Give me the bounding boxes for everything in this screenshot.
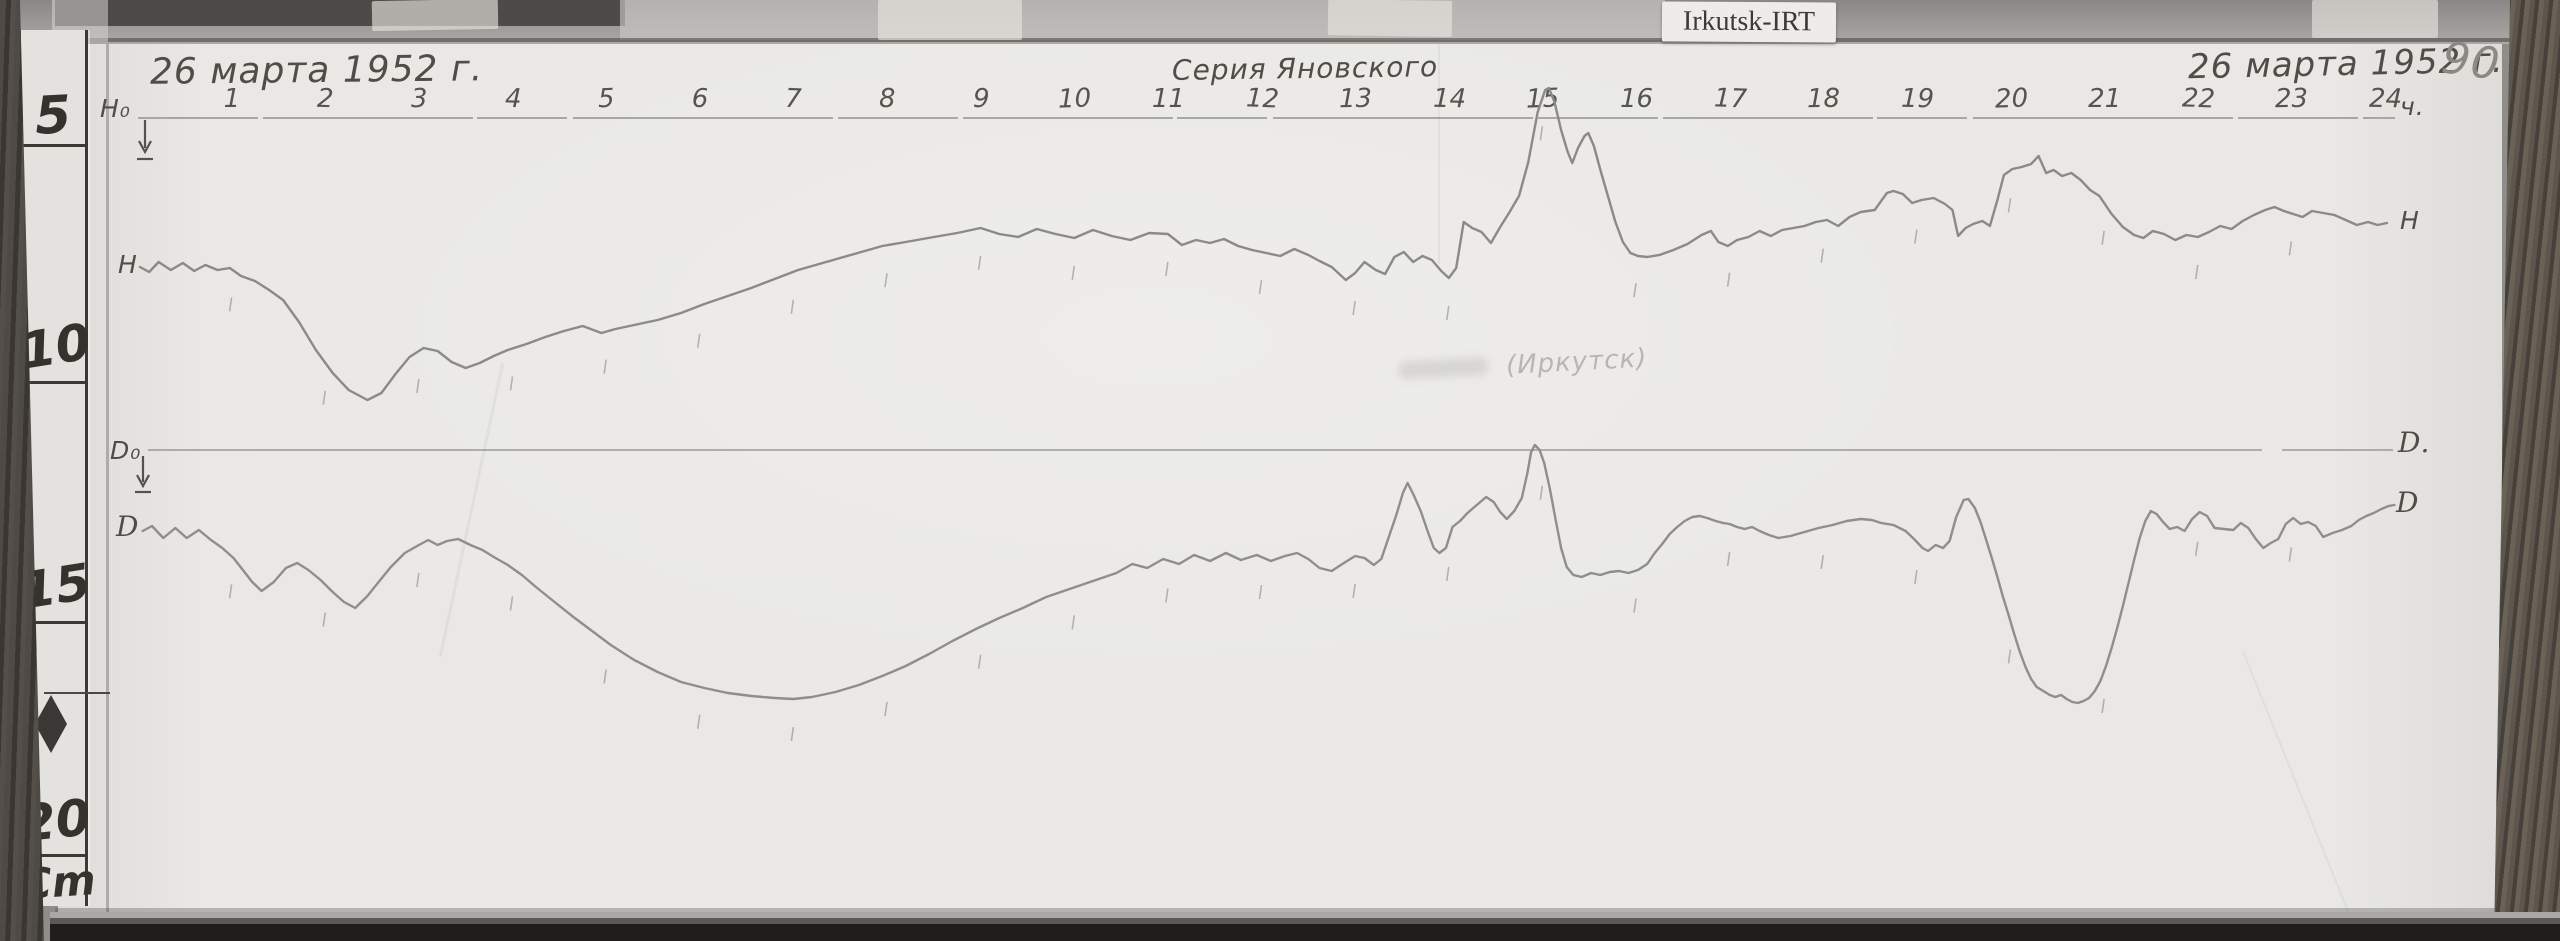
hour-mark-dash (2007, 198, 2012, 213)
hour-mark-dash (1165, 588, 1169, 603)
hour-mark-dash (228, 297, 233, 312)
ruler-mark-line-20 (21, 854, 85, 857)
hour-mark-dash (1726, 551, 1731, 567)
hour-mark-dash (1352, 583, 1356, 599)
hour-mark-dash (1914, 229, 1918, 244)
h-trace-left-label: H (118, 250, 138, 279)
hour-mark-dash (2194, 264, 2199, 280)
hour-mark-dash (1445, 566, 1450, 582)
hour-mark-dash (1539, 485, 1544, 500)
hour-mark-dash (1820, 554, 1825, 570)
hour-mark-dash (416, 572, 420, 588)
d-baseline-label: D₀ (110, 436, 142, 465)
hour-mark-dash (509, 596, 514, 611)
hour-tick-label: 21 (2088, 84, 2122, 114)
hour-mark-dash (884, 701, 888, 717)
hour-mark-dash (1071, 265, 1076, 281)
hour-mark-dash (1820, 248, 1825, 263)
hour-mark-dash (977, 654, 982, 669)
hour-mark-dash (2007, 649, 2012, 664)
hour-mark-dash (322, 612, 327, 627)
shelf-bottom-edge (50, 912, 2560, 941)
hourly-time-marks (228, 126, 2293, 742)
hour-tick-label: 6 (691, 84, 709, 114)
hour-mark-dash (1633, 283, 1637, 298)
hour-tick-label: 11 (1151, 84, 1185, 114)
hour-mark-dash (2288, 547, 2293, 562)
hour-mark-dash (228, 584, 233, 599)
d-trace-left-label: D (116, 510, 140, 543)
hour-mark-dash (977, 255, 982, 271)
hour-mark-dash (696, 714, 701, 729)
tape-piece (878, 0, 1022, 40)
hour-mark-dash (696, 333, 701, 348)
shelf-top-edge: Irkutsk-IRT (0, 0, 2560, 44)
ruler-mark-line-10 (21, 381, 85, 384)
ruler-mark-line-5 (21, 144, 85, 147)
hour-mark-dash (509, 376, 514, 391)
hour-mark-dash (1726, 272, 1731, 287)
hour-tick-label: 1 (223, 84, 241, 114)
hour-mark-dash (1258, 584, 1263, 600)
hours-unit-label: ч. (2400, 92, 2425, 121)
hour-mark-dash (1445, 305, 1450, 321)
paper-left-edge (106, 28, 109, 912)
hour-mark-dash (884, 273, 888, 288)
ruler-mark-line-15 (21, 621, 85, 624)
hour-mark-dash (2101, 230, 2105, 246)
d-baseline-right-label: D. (2398, 426, 2431, 459)
paper-bottom-shadow (55, 908, 2505, 913)
h-baseline-arrow (137, 120, 153, 161)
hour-mark-dash (603, 359, 607, 374)
hour-mark-dash (1914, 569, 1918, 585)
hour-mark-dash (2288, 241, 2293, 256)
ruler-diamond-pointer-line (44, 692, 110, 694)
h-component-trace (138, 86, 2389, 402)
hour-mark-dash (322, 390, 327, 405)
hour-mark-dash (790, 299, 795, 314)
tape-piece (2312, 0, 2438, 38)
h-baseline-label: H₀ (100, 94, 131, 123)
hour-mark-dash (790, 726, 795, 742)
hour-mark-dash (1539, 126, 1544, 141)
ruler-number-5: 5 (33, 85, 73, 147)
h-trace-right-label: H (2400, 206, 2420, 235)
magnetogram-paper (58, 28, 2502, 912)
hour-mark-dash (1258, 279, 1263, 295)
hour-tick-label: 16 (1620, 84, 1654, 114)
hour-mark-dash (1633, 598, 1637, 613)
hour-mark-dash (603, 669, 607, 684)
shelf-light-segment (620, 0, 1665, 40)
hour-mark-dash (416, 378, 420, 394)
hour-mark-dash (1165, 261, 1169, 277)
d-baseline-arrow (135, 456, 151, 494)
hour-mark-dash (2194, 541, 2199, 556)
ruler-diamond-marker (35, 695, 67, 753)
hour-mark-dash (1352, 300, 1356, 316)
shelf-seam (0, 38, 2560, 42)
hour-mark-dash (1071, 615, 1076, 630)
d-trace-right-label: D (2396, 486, 2420, 519)
shelf-dark-segment (55, 0, 625, 26)
hour-mark-dash (2101, 698, 2105, 714)
d-component-trace (141, 443, 2396, 705)
